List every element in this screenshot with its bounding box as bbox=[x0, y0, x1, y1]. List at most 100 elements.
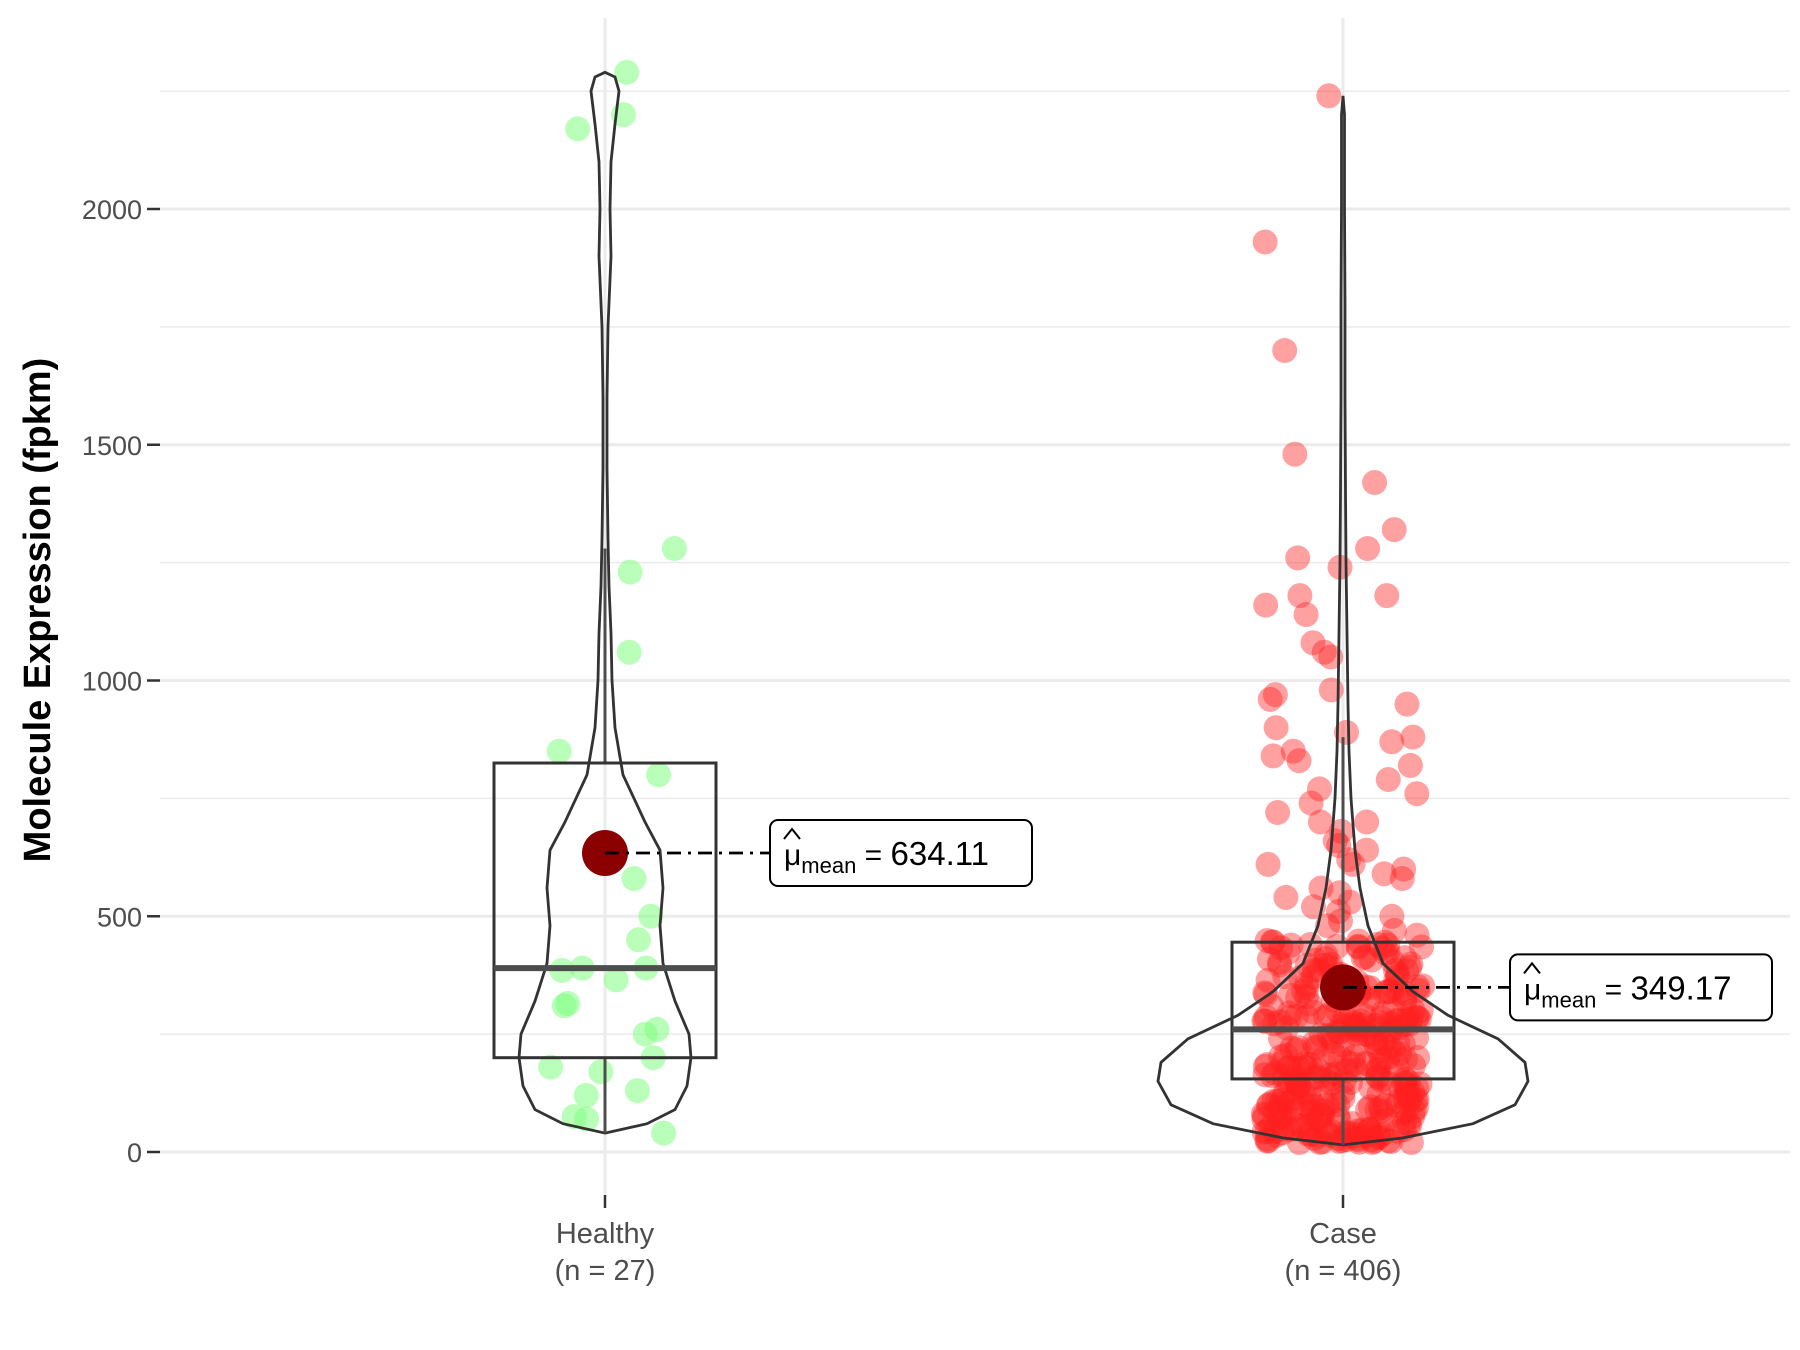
data-point bbox=[1358, 1075, 1384, 1101]
data-point bbox=[1310, 1102, 1335, 1128]
data-point bbox=[1270, 1116, 1296, 1142]
data-point bbox=[1364, 931, 1390, 957]
data-point bbox=[1327, 880, 1353, 906]
data-point bbox=[1376, 1035, 1402, 1061]
data-point bbox=[1307, 1103, 1333, 1129]
mean-hat-mark bbox=[783, 827, 801, 840]
data-point bbox=[1330, 1032, 1356, 1058]
data-point bbox=[1343, 1057, 1369, 1083]
data-point bbox=[1333, 1120, 1359, 1146]
data-point bbox=[1307, 1108, 1333, 1134]
data-point bbox=[1256, 946, 1282, 972]
mean-equals: = bbox=[856, 839, 890, 872]
data-point bbox=[1370, 1000, 1396, 1026]
data-point bbox=[1381, 917, 1407, 943]
data-point bbox=[1356, 1118, 1382, 1144]
data-point bbox=[621, 866, 647, 891]
data-point bbox=[1276, 1000, 1302, 1026]
data-point bbox=[1284, 1037, 1310, 1063]
data-point bbox=[1270, 1049, 1296, 1075]
data-point bbox=[1350, 945, 1376, 971]
data-point bbox=[1299, 1098, 1325, 1124]
data-point bbox=[1266, 1104, 1292, 1130]
data-point bbox=[1272, 964, 1298, 990]
data-point bbox=[1390, 1100, 1416, 1125]
data-point bbox=[1322, 828, 1348, 854]
data-point bbox=[1369, 1005, 1395, 1031]
data-point bbox=[1253, 592, 1279, 618]
data-point bbox=[624, 1078, 650, 1104]
data-point bbox=[1305, 1064, 1331, 1090]
data-point bbox=[1371, 861, 1397, 887]
data-point bbox=[1404, 1095, 1429, 1121]
data-point bbox=[1371, 1030, 1396, 1056]
data-point bbox=[1404, 1004, 1429, 1030]
data-point bbox=[1381, 997, 1407, 1022]
data-point bbox=[1392, 1109, 1418, 1135]
data-point bbox=[1305, 1106, 1331, 1132]
data-point bbox=[1319, 1071, 1345, 1097]
data-point bbox=[1385, 1088, 1411, 1114]
data-point bbox=[1393, 1098, 1419, 1124]
data-point bbox=[1282, 441, 1308, 467]
data-point bbox=[1253, 1004, 1279, 1030]
data-point bbox=[1391, 1070, 1417, 1096]
mean-label-box bbox=[1509, 953, 1773, 1022]
data-point bbox=[1392, 988, 1417, 1014]
data-point bbox=[1287, 1056, 1313, 1082]
data-point bbox=[1311, 1098, 1337, 1124]
data-point bbox=[1365, 1125, 1391, 1151]
data-point bbox=[1397, 1113, 1423, 1139]
data-point bbox=[1355, 536, 1381, 561]
data-point bbox=[1363, 1033, 1389, 1059]
data-point bbox=[1311, 639, 1337, 665]
data-point bbox=[1398, 1006, 1424, 1031]
x-category-count: (n = 406) bbox=[1285, 1255, 1402, 1287]
data-point bbox=[1375, 979, 1401, 1004]
data-point bbox=[565, 116, 591, 142]
data-point bbox=[1385, 1093, 1410, 1119]
data-point bbox=[1255, 1093, 1281, 1119]
data-point bbox=[1272, 338, 1298, 363]
data-point bbox=[1271, 1104, 1297, 1130]
data-point bbox=[1287, 583, 1313, 609]
data-point bbox=[1283, 1064, 1309, 1090]
box-iqr bbox=[1230, 940, 1456, 1081]
mean-equals: = bbox=[1596, 973, 1630, 1006]
data-point bbox=[1400, 1104, 1426, 1129]
data-point bbox=[1359, 1127, 1385, 1153]
data-point bbox=[1404, 1075, 1430, 1101]
data-point bbox=[1397, 752, 1423, 778]
data-point bbox=[1296, 1099, 1321, 1125]
data-point bbox=[1272, 1096, 1298, 1122]
data-point bbox=[1355, 1051, 1381, 1077]
data-point bbox=[1294, 984, 1320, 1010]
y-tick-label: 1500 bbox=[82, 431, 142, 461]
data-point bbox=[1255, 851, 1281, 877]
data-point bbox=[1325, 899, 1351, 924]
data-point bbox=[1304, 1035, 1330, 1061]
data-point bbox=[538, 1054, 564, 1080]
data-point bbox=[1326, 1126, 1352, 1152]
data-point bbox=[1393, 1070, 1419, 1096]
data-point bbox=[1316, 83, 1342, 109]
data-point bbox=[1400, 1079, 1426, 1105]
y-axis: 0 500 1000 1500 2000 bbox=[82, 195, 160, 1168]
data-point bbox=[626, 927, 651, 953]
data-point bbox=[1267, 1092, 1293, 1118]
data-point bbox=[1268, 1095, 1294, 1121]
data-point bbox=[1286, 1074, 1312, 1100]
data-point bbox=[1377, 978, 1403, 1004]
data-point bbox=[1313, 946, 1339, 971]
data-point bbox=[1301, 957, 1327, 983]
data-point bbox=[1383, 957, 1408, 983]
data-point bbox=[1297, 991, 1323, 1017]
mean-subscript: mean bbox=[801, 853, 856, 878]
data-point bbox=[1317, 1118, 1343, 1143]
data-point bbox=[1300, 630, 1326, 656]
data-point bbox=[1333, 1058, 1359, 1084]
data-point bbox=[1254, 1119, 1280, 1145]
data-point bbox=[1307, 1058, 1333, 1084]
data-point bbox=[1251, 1106, 1277, 1132]
mean-hat-mark bbox=[1523, 961, 1541, 974]
